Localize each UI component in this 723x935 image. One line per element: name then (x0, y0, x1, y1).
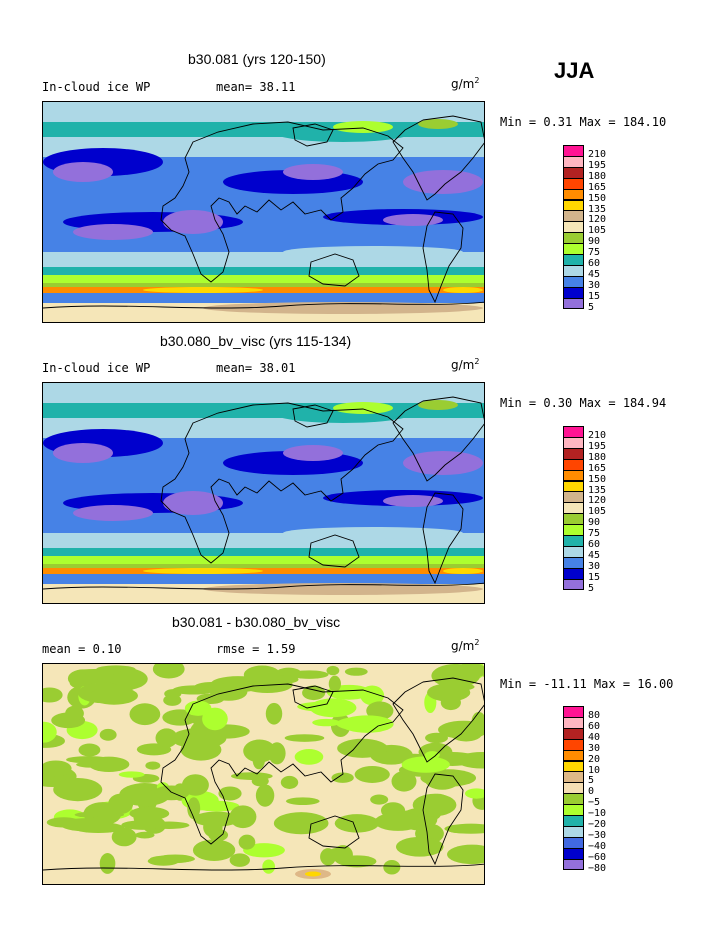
colorbar-label: 135 (588, 484, 607, 496)
panel-1-map (42, 101, 485, 323)
colorbar-label: 10 (588, 764, 601, 776)
colorbar-label: 195 (588, 159, 607, 171)
colorbar-label: 210 (588, 430, 607, 441)
colorbar-label: 105 (588, 225, 607, 237)
colorbar-label: 15 (588, 571, 601, 583)
colorbar-label: 30 (588, 279, 601, 291)
panel-2-title: b30.080_bv_visc (yrs 115-134) (160, 333, 352, 349)
panel-2-minmax: Min = 0.30 Max = 184.94 (500, 396, 667, 410)
colorbar-label: 210 (588, 149, 607, 160)
panel-1-title: b30.081 (yrs 120-150) (188, 51, 326, 67)
colorbar-label: 150 (588, 192, 607, 204)
panel-2-variable-label: In-cloud ice WP (42, 361, 151, 375)
colorbar-label: −20 (588, 819, 607, 830)
colorbar-label: 15 (588, 290, 601, 302)
colorbar-label: 120 (588, 495, 607, 507)
panel-3-contour-map (43, 664, 484, 884)
panel-3-rmse-label: rmse = 1.59 (216, 642, 296, 656)
colorbar-label: −80 (588, 862, 607, 874)
colorbar-label: 30 (588, 560, 601, 572)
colorbar-label: 40 (588, 731, 601, 743)
colorbar-swatch (563, 858, 584, 871)
colorbar-label: 180 (588, 451, 607, 463)
colorbar-label: 180 (588, 170, 607, 182)
colorbar-label: 45 (588, 268, 601, 280)
colorbar-label: −10 (588, 808, 607, 820)
panel-3-title: b30.081 - b30.080_bv_visc (172, 614, 341, 630)
colorbar-label: 5 (588, 582, 595, 594)
panel-3-map (42, 663, 485, 885)
panel-1-mean-label: mean= 38.11 (216, 80, 296, 94)
colorbar-label: 75 (588, 528, 601, 540)
colorbar-label: 45 (588, 549, 601, 561)
colorbar-label: 60 (588, 258, 601, 269)
colorbar-label: −40 (588, 840, 607, 852)
colorbar-label: 105 (588, 506, 607, 518)
panel-2-contour-map (43, 383, 484, 603)
colorbar-label: 120 (588, 214, 607, 226)
colorbar-label: 60 (588, 720, 601, 732)
colorbar-label: 165 (588, 181, 607, 193)
colorbar-label: 5 (588, 301, 595, 313)
panel-3-minmax: Min = -11.11 Max = 16.00 (500, 677, 674, 691)
colorbar-label: 60 (588, 539, 601, 550)
panel-3-mean-label: mean = 0.10 (42, 642, 122, 656)
season-label: JJA (554, 58, 595, 83)
colorbar-label: −30 (588, 829, 607, 841)
panel-2-mean-label: mean= 38.01 (216, 361, 296, 375)
colorbar-label: 20 (588, 753, 601, 765)
colorbar-label: 90 (588, 236, 601, 248)
panel-1-units: g/m2 (451, 76, 480, 91)
panel-1-minmax: Min = 0.31 Max = 184.10 (500, 115, 667, 129)
panel-1-variable-label: In-cloud ice WP (42, 80, 151, 94)
colorbar-label: 135 (588, 203, 607, 215)
colorbar-label: 165 (588, 462, 607, 474)
colorbar-label: 0 (588, 786, 595, 798)
panel-2-units: g/m2 (451, 357, 480, 372)
colorbar-label: 150 (588, 473, 607, 485)
colorbar-label: 75 (588, 247, 601, 259)
colorbar-label: 195 (588, 440, 607, 452)
colorbar-label: 5 (588, 775, 595, 787)
panel-2-map (42, 382, 485, 604)
panel-3-units: g/m2 (451, 638, 480, 653)
colorbar-swatch (563, 578, 584, 591)
colorbar-swatch (563, 297, 584, 310)
colorbar-label: 80 (588, 710, 601, 721)
panel-1-contour-map (43, 102, 484, 322)
colorbar-label: −5 (588, 797, 601, 809)
colorbar-label: 30 (588, 742, 601, 754)
colorbar-label: −60 (588, 851, 607, 863)
colorbar-label: 90 (588, 517, 601, 529)
